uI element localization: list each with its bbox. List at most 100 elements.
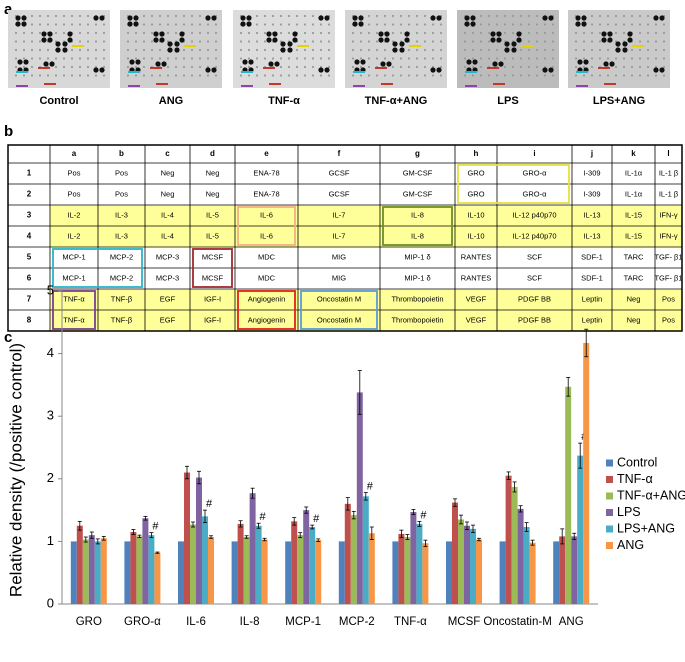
- blot-spot: [479, 57, 483, 60]
- blot-spot: [54, 23, 58, 26]
- table-cell: GCSF: [329, 168, 350, 177]
- blot-spot: [247, 57, 251, 60]
- blot-spot: [423, 65, 427, 69]
- bar: [559, 536, 566, 604]
- x-tick-label: GRO-α: [124, 616, 161, 628]
- blot-spot: [93, 67, 99, 73]
- blot-spot: [516, 37, 522, 43]
- table-cell: EGF: [160, 315, 176, 324]
- blot-spot: [214, 31, 218, 35]
- blot-spot: [311, 57, 315, 60]
- blot-spot: [70, 74, 74, 77]
- table-cell: IL-8: [411, 210, 424, 219]
- blot-spot: [598, 31, 602, 35]
- blot-spot: [511, 65, 515, 69]
- blot-spot: [206, 74, 210, 77]
- blot-spot: [423, 57, 427, 60]
- blot-spot: [471, 31, 475, 35]
- bar: [142, 518, 149, 604]
- blot-spot: [654, 48, 658, 52]
- blot-spot: [606, 23, 610, 26]
- blot-spot: [102, 40, 106, 43]
- table-cell: IL-3: [115, 210, 128, 219]
- bar: [148, 535, 155, 604]
- bar: [184, 472, 190, 604]
- blot-spot: [638, 14, 642, 18]
- blot-spot: [423, 40, 427, 43]
- bar: [499, 541, 506, 604]
- blot-spot: [519, 48, 523, 52]
- row-highlight: [50, 289, 682, 310]
- blot-spot: [22, 57, 26, 60]
- blot-spot: [150, 74, 154, 77]
- blot-spot: [551, 23, 555, 26]
- table-cell: GRO-α: [523, 168, 548, 177]
- blot-spot: [598, 23, 602, 26]
- blot-spot: [239, 65, 243, 69]
- bar: [243, 537, 250, 604]
- blot-spot: [543, 31, 547, 35]
- blot-spot: [423, 31, 427, 35]
- blot-spot: [166, 31, 170, 35]
- blot-spot: [102, 74, 106, 77]
- blot-spot: [279, 74, 283, 77]
- blot-spot: [255, 57, 259, 60]
- bar: [511, 486, 518, 604]
- blot-spot: [548, 15, 554, 21]
- blot-spot: [70, 57, 74, 60]
- blot-spot: [102, 57, 106, 60]
- blot-spot: [383, 74, 387, 77]
- blot-spot: [543, 57, 547, 60]
- blot-spot: [495, 57, 499, 60]
- x-tick-label: MCSF: [448, 616, 481, 628]
- blot-spot: [479, 23, 483, 26]
- blot-spot: [415, 57, 419, 60]
- blot-spot: [239, 31, 243, 35]
- blot-spot: [375, 40, 379, 43]
- blot-spot: [134, 48, 138, 52]
- blot-spot: [155, 61, 161, 67]
- blot-spot: [574, 40, 578, 43]
- blot-spot: [606, 74, 610, 77]
- cell-highlight: [237, 206, 296, 246]
- blot-spot: [519, 57, 523, 60]
- blot-spot: [182, 57, 186, 60]
- blot-spot: [606, 57, 610, 60]
- blot-spot: [415, 48, 419, 52]
- bar: [577, 455, 584, 604]
- significance-marker: #: [260, 511, 267, 523]
- blot-spot: [158, 57, 162, 60]
- blot-spot: [174, 41, 180, 47]
- blot-spot: [150, 14, 154, 18]
- blot-spot: [630, 74, 634, 77]
- table-cell: IL-1α: [625, 189, 643, 198]
- blot-spot: [159, 31, 165, 37]
- blot-spot: [279, 14, 283, 18]
- blot-spot: [511, 23, 515, 26]
- blot-spot: [543, 23, 547, 26]
- blot-spot: [327, 48, 331, 52]
- blot-spot: [367, 23, 371, 26]
- blot-spot: [86, 48, 90, 52]
- bar: [523, 527, 530, 604]
- blot-spot: [206, 23, 210, 26]
- blot-spot: [527, 65, 531, 69]
- y-tick-label: 4: [47, 345, 54, 360]
- blot-spot: [94, 74, 98, 77]
- blot-spot: [311, 48, 315, 52]
- blot-spot: [319, 48, 323, 52]
- blot-spot: [266, 37, 272, 43]
- blot-spot: [78, 14, 82, 18]
- blot-spot: [431, 48, 435, 52]
- blot-spot: [239, 48, 243, 52]
- blot-spot: [126, 40, 130, 43]
- blot-spot: [367, 40, 371, 43]
- blot-spot: [22, 65, 26, 69]
- significance-marker: #: [313, 513, 320, 525]
- table-cell: ENA-78: [253, 189, 279, 198]
- blot-spot: [407, 23, 411, 26]
- blot-spot: [166, 14, 170, 18]
- blot-spot: [646, 31, 650, 35]
- blot-spot: [62, 14, 66, 18]
- blot-spot: [206, 57, 210, 60]
